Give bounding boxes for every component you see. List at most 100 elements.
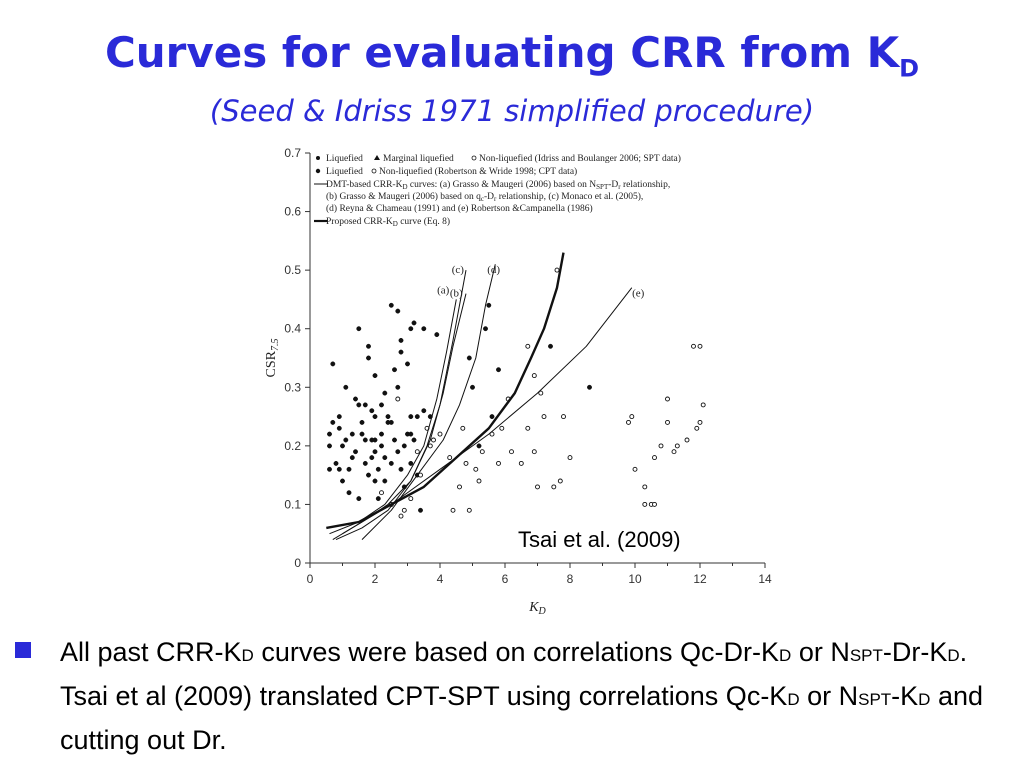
x-axis-label: KD xyxy=(528,600,546,617)
citation-label: Tsai et al. (2009) xyxy=(518,527,681,552)
legend-subscript: SPT xyxy=(596,183,609,191)
non-liquefied-point xyxy=(395,396,401,402)
non-liquefied-point xyxy=(691,343,696,349)
non-liquefied-point xyxy=(697,419,703,425)
bullet-text-part: or N xyxy=(799,681,859,711)
non-liquefied-point xyxy=(414,449,420,455)
liquefied-point xyxy=(476,443,482,449)
y-tick-label: 0 xyxy=(294,556,301,570)
x-tick-label: 12 xyxy=(693,572,707,586)
x-tick-label: 2 xyxy=(372,572,379,586)
curve-label-c: (c) xyxy=(452,264,465,276)
liquefied-point xyxy=(327,443,332,449)
curve-label-a: (a) xyxy=(437,285,450,297)
liquefied-point xyxy=(483,326,488,332)
bullet-text-part: -K xyxy=(891,681,919,711)
non-liquefied-point xyxy=(694,425,700,431)
non-liquefied-point xyxy=(479,449,485,455)
liquefied-point xyxy=(496,367,501,373)
legend-entry: Proposed CRR-KD curve (Eq. 8) xyxy=(326,216,450,228)
liquefied-point xyxy=(375,466,381,472)
liquefied-point xyxy=(405,361,410,367)
liquefied-point xyxy=(382,478,388,484)
liquefied-point xyxy=(343,384,349,390)
liquefied-point xyxy=(366,343,371,349)
liquefied-point xyxy=(392,437,397,443)
bullet-text-part: curves were based on correlations Qc-Dr-… xyxy=(253,637,780,667)
x-tick-label: 6 xyxy=(502,572,509,586)
liquefied-point xyxy=(359,431,365,437)
slide-title-subscript: D xyxy=(899,54,920,83)
non-liquefied-point xyxy=(658,443,664,449)
liquefied-point xyxy=(434,332,440,338)
liquefied-point xyxy=(336,466,342,472)
liquefied-point xyxy=(379,443,384,449)
non-liquefied-point xyxy=(427,443,433,449)
legend-entry: Non-liquefied (Idriss and Boulanger 2006… xyxy=(479,153,681,164)
non-liquefied-point xyxy=(665,419,670,425)
non-liquefied-point xyxy=(466,507,472,513)
x-tick-label: 10 xyxy=(628,572,642,586)
liquefied-point xyxy=(382,390,388,396)
legend-nonliquefied-marker xyxy=(471,155,477,161)
bullet-text-part: and cutting out Dr. xyxy=(60,681,984,755)
legend-entry: Marginal liquefied xyxy=(383,153,454,164)
liquefied-point xyxy=(362,460,368,466)
legend-liquefied-marker xyxy=(316,156,320,160)
dmt-curve-line xyxy=(335,293,467,541)
non-liquefied-point xyxy=(671,449,677,455)
liquefied-point xyxy=(356,496,362,502)
y-tick-label: 0.2 xyxy=(284,439,301,453)
liquefied-point xyxy=(372,449,378,455)
liquefied-point xyxy=(388,460,394,466)
legend-text-part: relationship, xyxy=(621,180,671,190)
liquefied-point xyxy=(349,455,355,461)
proposed-curve-line xyxy=(326,252,565,530)
non-liquefied-point xyxy=(632,466,638,472)
liquefied-point xyxy=(408,431,414,437)
bullet-subscript: D xyxy=(779,646,792,665)
non-liquefied-point xyxy=(408,496,414,502)
liquefied-point xyxy=(362,437,368,443)
liquefied-point xyxy=(372,478,378,484)
legend-text-part: curves: (a) Grasso & Maugeri (2006) base… xyxy=(408,179,597,190)
non-liquefied-point xyxy=(652,501,657,507)
non-liquefied-point xyxy=(460,425,466,431)
liquefied-point xyxy=(379,431,384,437)
liquefied-point xyxy=(382,455,388,461)
liquefied-point xyxy=(395,384,401,390)
non-liquefied-point xyxy=(652,455,657,461)
bullet-subscript: D xyxy=(918,690,931,709)
bullet-text-part: or N xyxy=(791,637,850,667)
liquefied-point xyxy=(366,355,371,361)
bullet-text: All past CRR-KD curves were based on cor… xyxy=(60,632,1015,761)
y-tick-label: 0.3 xyxy=(284,380,301,394)
non-liquefied-point xyxy=(674,443,680,449)
non-liquefied-point xyxy=(418,472,423,478)
non-liquefied-point xyxy=(447,455,453,461)
dmt-curve-line xyxy=(342,287,633,535)
liquefied-point xyxy=(375,496,381,502)
curve-label-e: (e) xyxy=(632,288,645,300)
non-liquefied-point xyxy=(567,455,573,461)
liquefied-point xyxy=(330,419,336,425)
legend-entry: Liquefied xyxy=(326,166,363,177)
non-liquefied-point xyxy=(398,513,404,519)
non-liquefied-point xyxy=(684,437,690,443)
non-liquefied-point xyxy=(499,425,505,431)
y-tick-label: 0.7 xyxy=(284,146,301,160)
non-liquefied-point xyxy=(476,478,482,484)
liquefied-point xyxy=(343,437,349,443)
liquefied-point xyxy=(356,326,362,332)
x-tick-label: 4 xyxy=(437,572,444,586)
non-liquefied-point xyxy=(431,437,436,443)
non-liquefied-point xyxy=(642,501,648,507)
non-liquefied-point xyxy=(557,478,563,484)
non-liquefied-point xyxy=(535,484,540,490)
liquefied-point xyxy=(470,384,475,390)
x-axis-label-subscript: D xyxy=(538,606,547,617)
non-liquefied-point xyxy=(538,390,544,396)
non-liquefied-point xyxy=(437,431,443,437)
liquefied-point xyxy=(340,443,345,449)
liquefied-point xyxy=(353,396,358,402)
